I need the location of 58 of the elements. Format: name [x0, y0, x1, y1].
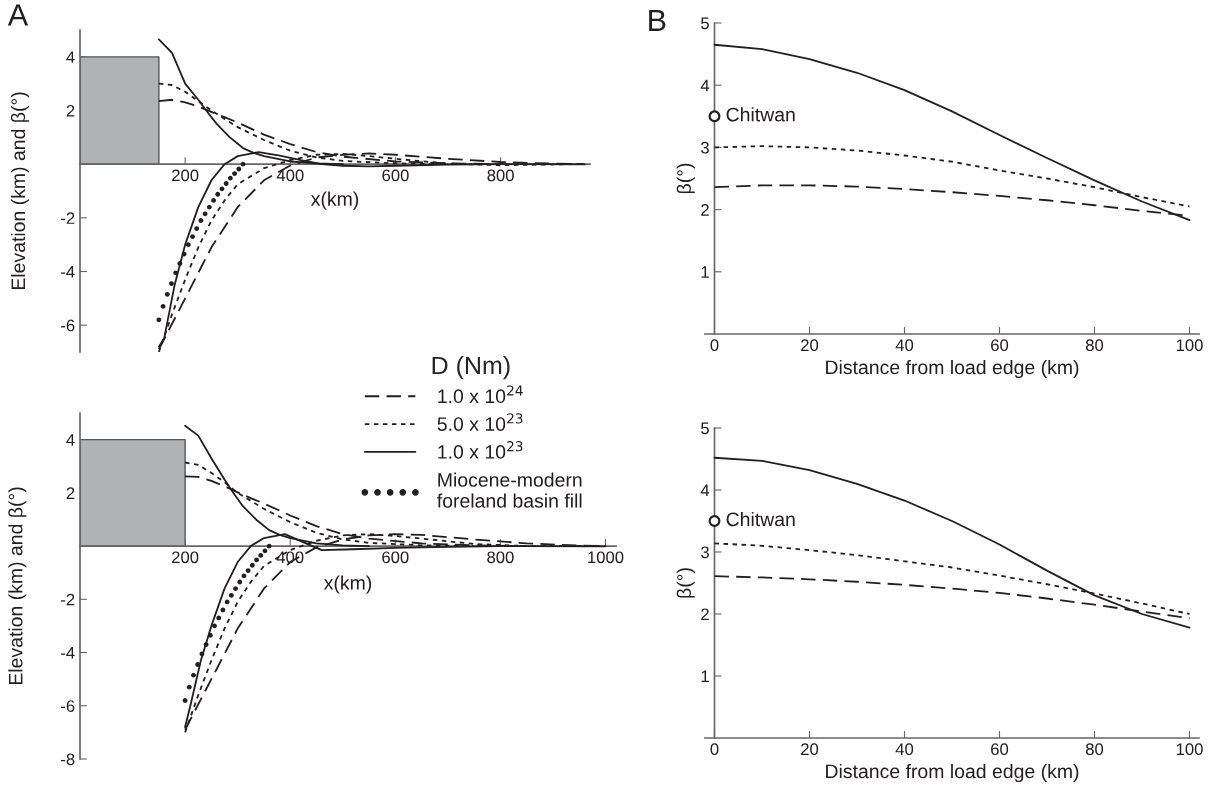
- y-tick-label: 4: [700, 484, 710, 497]
- y-tick-label: 1: [701, 266, 709, 278]
- x-tick-label: 200: [172, 169, 199, 182]
- x-tick-label: 20: [801, 339, 819, 352]
- chart-title: A: [7, 4, 29, 26]
- annotation: Chitwan: [726, 107, 795, 122]
- x-tick-label: 60: [991, 743, 1009, 756]
- y-axis-title: Elevation (km) and β(°): [8, 487, 27, 685]
- y-tick-label: 3: [701, 141, 709, 154]
- legend-label: 1.0 x 10$^{23}$: [438, 441, 523, 459]
- x-tick-label: 1000: [588, 551, 624, 564]
- x-tick-label: 600: [382, 551, 409, 564]
- y-tick-label: 2: [701, 608, 709, 621]
- y-tick-label: -8: [61, 753, 75, 766]
- y-tick-label: 4: [66, 434, 75, 446]
- y-axis-title: β(°): [676, 568, 695, 598]
- y-tick-label: 5: [701, 422, 709, 435]
- y-tick-label: -2: [61, 593, 75, 606]
- x-tick-label: 20: [801, 743, 819, 756]
- x-tick-label: 600: [382, 169, 409, 182]
- y-tick-label: -6: [61, 319, 75, 332]
- x-axis-title: x(km): [310, 191, 359, 210]
- y-tick-label: -6: [61, 700, 75, 712]
- chart-title: B: [649, 9, 666, 31]
- y-tick-label: 5: [701, 17, 709, 30]
- y-tick-label: 2: [66, 104, 75, 117]
- legend-label: 5.0 x 10$^{23}$: [437, 413, 523, 431]
- x-tick-label: 80: [1085, 339, 1104, 352]
- x-tick-label: 100: [1176, 743, 1203, 756]
- y-tick-label: 3: [701, 546, 709, 559]
- y-axis-title: Elevation (km) and β(°): [10, 92, 29, 290]
- annotation: Chitwan: [726, 511, 795, 527]
- y-tick-label: -4: [61, 647, 75, 659]
- x-axis-title: x(km): [323, 575, 372, 594]
- x-tick-label: 400: [276, 169, 304, 182]
- x-tick-label: 40: [895, 339, 914, 352]
- y-tick-label: 1: [701, 670, 709, 683]
- x-tick-label: 0: [710, 743, 719, 756]
- y-tick-label: -4: [61, 266, 75, 278]
- legend-label: Miocene-modern foreland basin fill: [437, 472, 582, 508]
- x-axis-title: Distance from load edge (km): [826, 763, 1079, 783]
- y-tick-label: 4: [66, 51, 75, 63]
- x-tick-label: 40: [895, 743, 914, 756]
- y-tick-label: 2: [66, 487, 75, 499]
- x-tick-label: 60: [991, 339, 1009, 352]
- x-tick-label: 800: [487, 169, 514, 182]
- x-tick-label: 800: [487, 551, 514, 564]
- legend-label: 1.0 x 10$^{24}$: [438, 385, 523, 404]
- x-tick-label: 200: [172, 551, 199, 564]
- y-tick-label: -2: [61, 212, 75, 224]
- x-tick-label: 0: [710, 339, 719, 352]
- x-tick-label: 100: [1176, 339, 1203, 352]
- y-tick-label: 4: [700, 79, 710, 92]
- legend-title: D (Nm): [432, 355, 510, 380]
- y-tick-label: 2: [701, 204, 709, 216]
- x-axis-title: Distance from load edge (km): [826, 359, 1079, 379]
- y-axis-title: β(°): [676, 163, 695, 194]
- x-tick-label: 80: [1085, 743, 1104, 756]
